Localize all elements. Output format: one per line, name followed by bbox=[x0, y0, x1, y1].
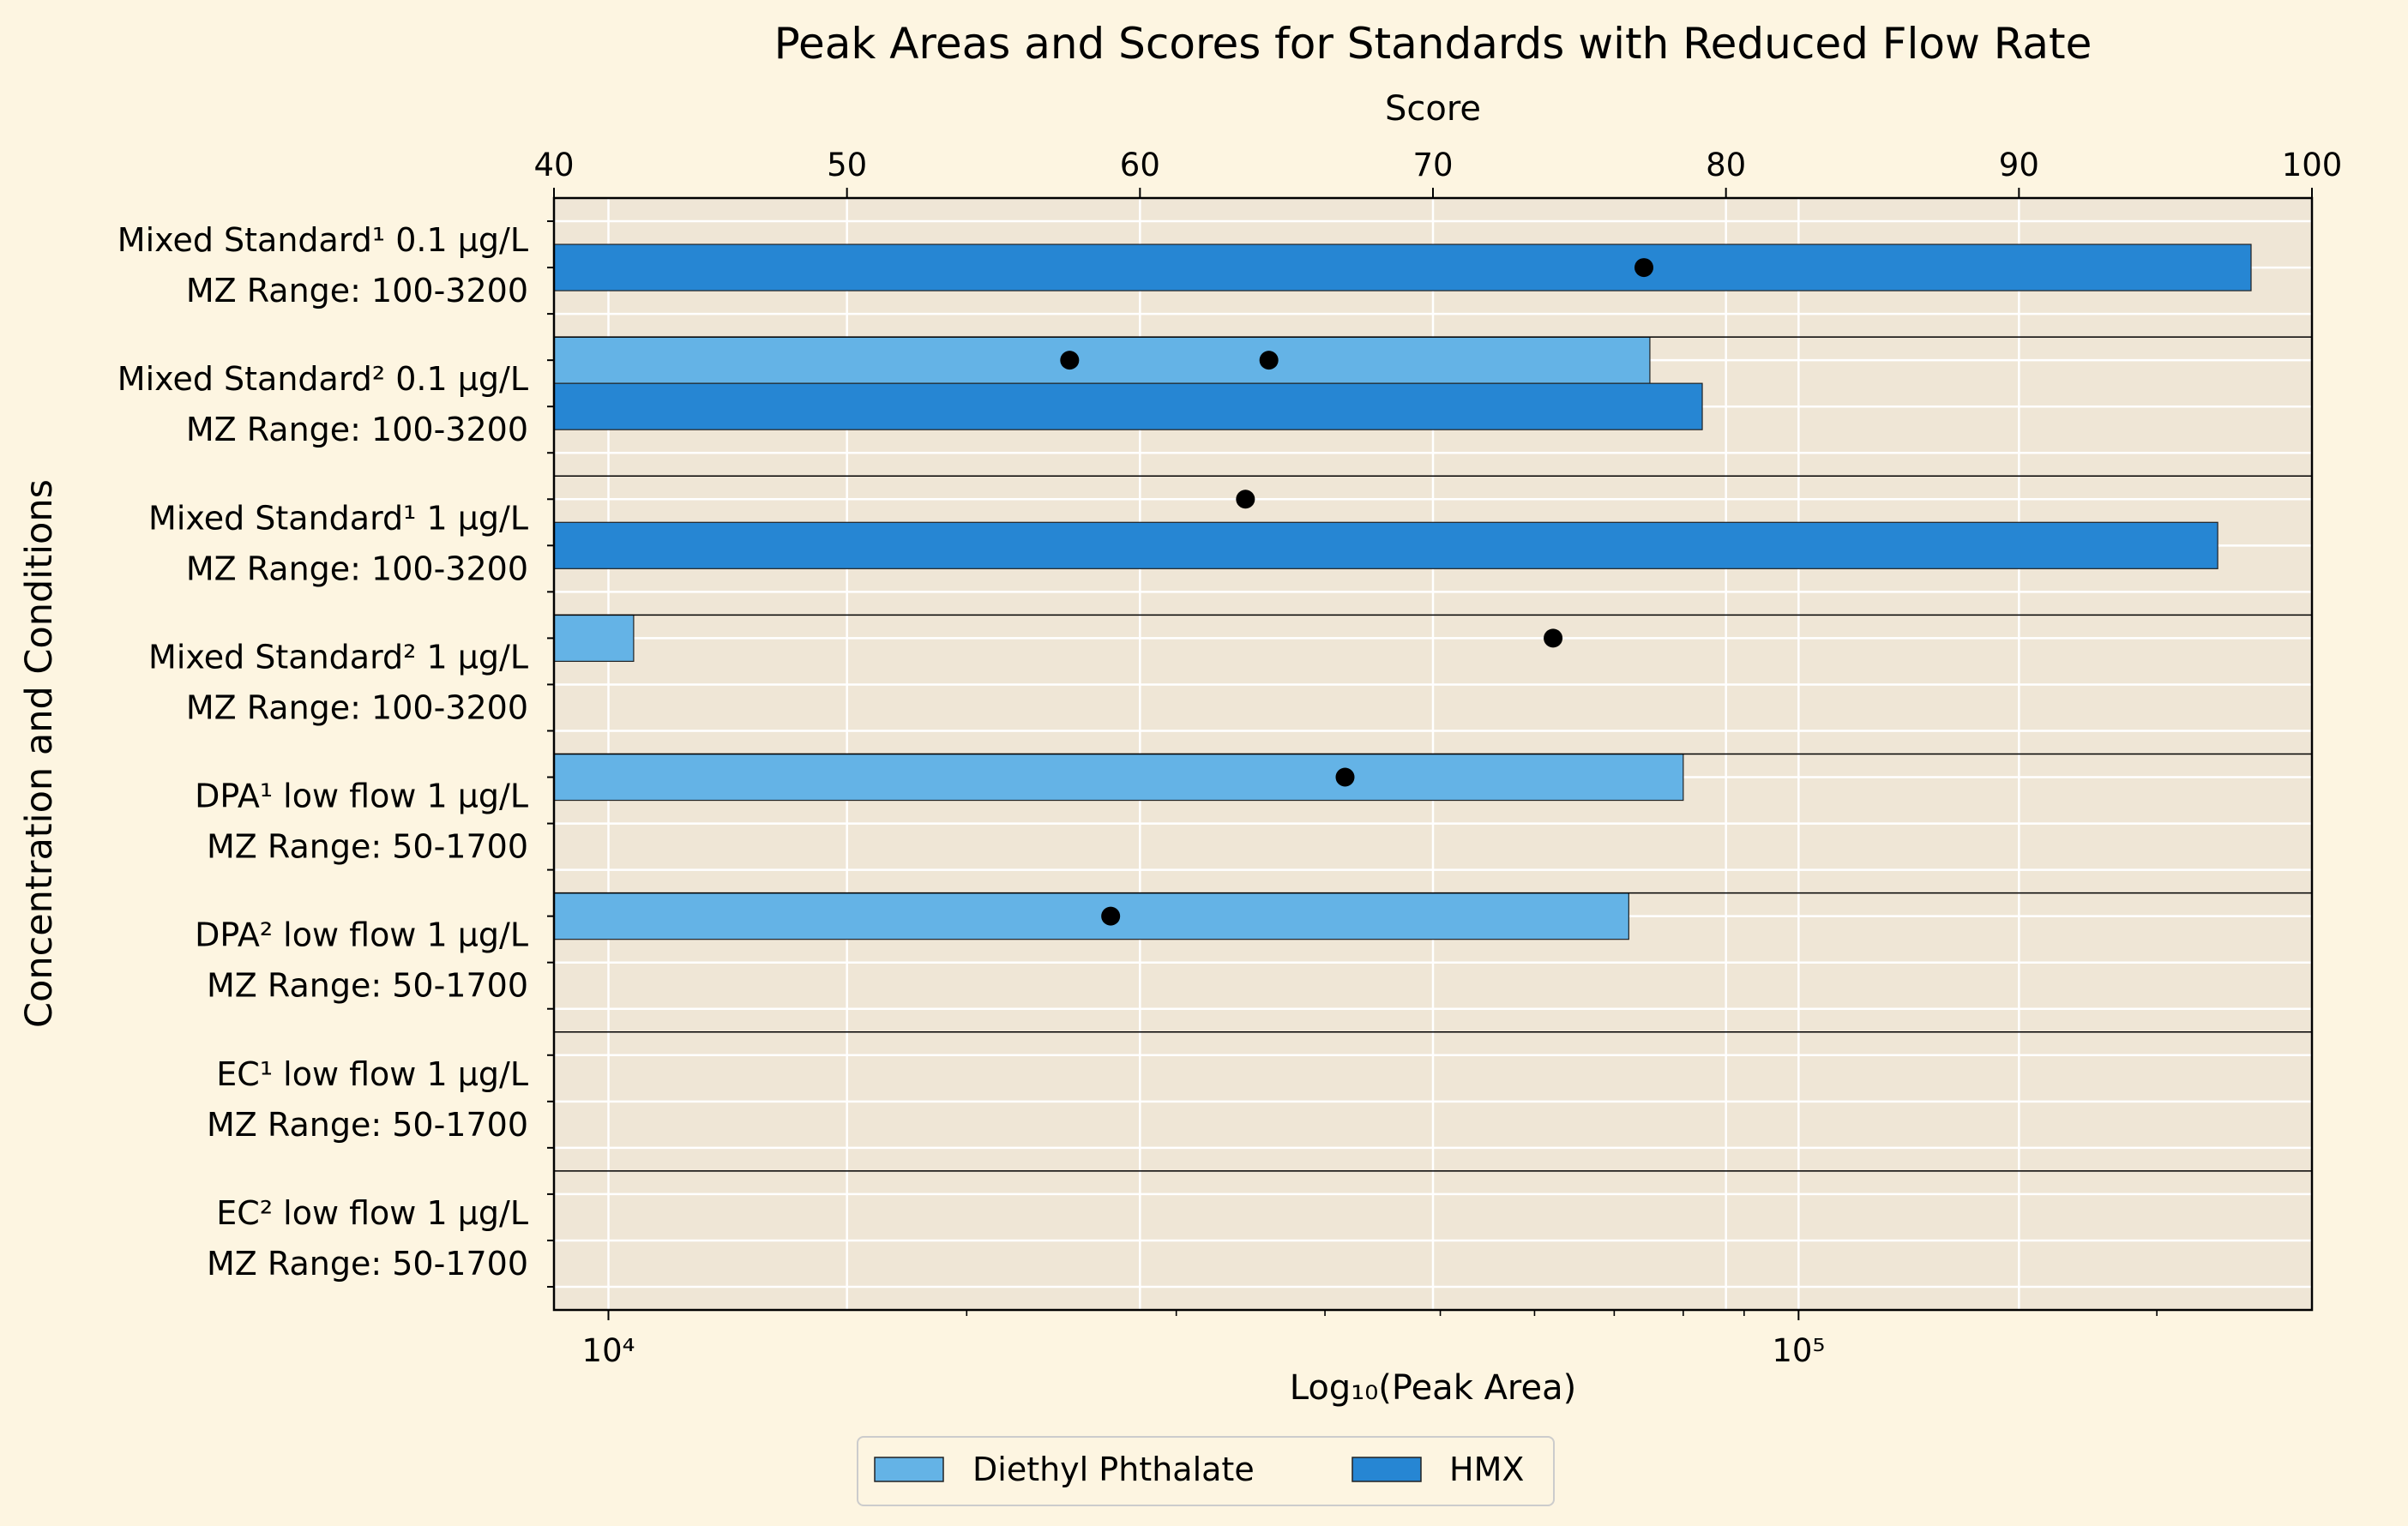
category-label-line2: MZ Range: 100-3200 bbox=[186, 411, 528, 448]
top-axis-tick-label: 40 bbox=[533, 147, 574, 183]
legend-label-diethyl-phthalate: Diethyl Phthalate bbox=[972, 1451, 1255, 1488]
bottom-axis-tick-label: 10⁴ bbox=[582, 1332, 635, 1369]
category-label-line2: MZ Range: 100-3200 bbox=[186, 550, 528, 587]
category-label-line2: MZ Range: 50-1700 bbox=[207, 967, 528, 1005]
top-axis-tick-label: 60 bbox=[1120, 147, 1160, 183]
score-point-diethyl-phthalate bbox=[1259, 351, 1279, 370]
points-layer bbox=[1060, 258, 1653, 926]
top-axis-tick-label: 90 bbox=[1999, 147, 2039, 183]
top-axis-tick-label: 50 bbox=[827, 147, 867, 183]
bar-hmx bbox=[553, 243, 2252, 291]
legend-label-hmx: HMX bbox=[1449, 1451, 1524, 1488]
bar-diethyl-phthalate bbox=[553, 892, 1629, 940]
bottom-axis-label: Log₁₀(Peak Area) bbox=[1290, 1368, 1576, 1408]
category-label-line1: DPA² low flow 1 µg/L bbox=[195, 916, 528, 954]
top-axis-tick-label: 100 bbox=[2282, 147, 2343, 183]
legend-swatch-diethyl-phthalate bbox=[874, 1457, 944, 1482]
score-point-diethyl-phthalate bbox=[1335, 767, 1355, 787]
separators-layer bbox=[554, 336, 2312, 1172]
category-label-line2: MZ Range: 50-1700 bbox=[207, 1245, 528, 1283]
score-point-diethyl-phthalate bbox=[1101, 906, 1121, 926]
category-label-line2: MZ Range: 100-3200 bbox=[186, 272, 528, 309]
category-label-line1: EC² low flow 1 µg/L bbox=[216, 1194, 528, 1232]
category-label-line2: MZ Range: 50-1700 bbox=[207, 828, 528, 866]
top-axis-tick-label: 80 bbox=[1706, 147, 1746, 183]
top-axis-tick-label: 70 bbox=[1412, 147, 1453, 183]
y-axis-label: Concentration and Conditions bbox=[18, 479, 61, 1028]
category-label-line2: MZ Range: 100-3200 bbox=[186, 688, 528, 726]
axes-layer: 40 50 60 70 80 90 100 10⁴ 10⁵ Mixed Standard¹ 0.1… bbox=[117, 147, 2343, 1369]
category-label-line1: Mixed Standard² 1 µg/L bbox=[148, 638, 528, 676]
chart-title: Peak Areas and Scores for Standards with… bbox=[774, 19, 2092, 69]
category-label-line1: Mixed Standard¹ 0.1 µg/L bbox=[117, 221, 528, 259]
legend-frame bbox=[857, 1436, 1555, 1506]
score-point-hmx bbox=[1236, 490, 1255, 509]
legend-swatch-hmx bbox=[1351, 1457, 1422, 1482]
bar-diethyl-phthalate bbox=[553, 614, 635, 663]
top-axis-label: Score bbox=[1385, 89, 1481, 129]
bar-hmx bbox=[553, 382, 1703, 430]
category-label-line1: EC¹ low flow 1 µg/L bbox=[216, 1055, 528, 1093]
legend: Diethyl Phthalate HMX bbox=[857, 1436, 1555, 1506]
bar-hmx bbox=[553, 521, 2218, 569]
score-point-hmx bbox=[1634, 258, 1653, 278]
category-label-line1: Mixed Standard² 0.1 µg/L bbox=[117, 360, 528, 398]
bars-layer bbox=[553, 243, 2252, 940]
score-point-hmx bbox=[1060, 351, 1080, 370]
category-label-line1: DPA¹ low flow 1 µg/L bbox=[195, 778, 528, 815]
category-label-line1: Mixed Standard¹ 1 µg/L bbox=[148, 499, 528, 537]
score-point-diethyl-phthalate bbox=[1544, 628, 1563, 648]
bar-diethyl-phthalate bbox=[553, 753, 1684, 802]
category-label-line2: MZ Range: 50-1700 bbox=[207, 1106, 528, 1144]
bottom-axis-tick-label: 10⁵ bbox=[1772, 1332, 1825, 1369]
bar-diethyl-phthalate bbox=[553, 336, 1651, 384]
